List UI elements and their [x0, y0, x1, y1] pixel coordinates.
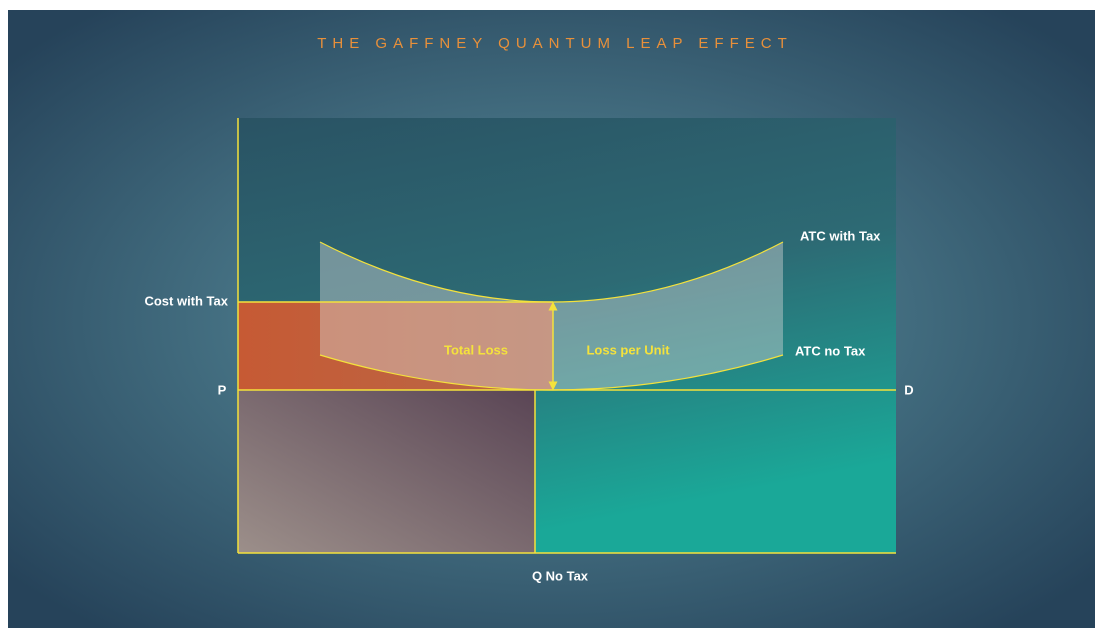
atc-with-tax-label: ATC with Tax: [800, 228, 881, 243]
title: THE GAFFNEY QUANTUM LEAP EFFECT: [317, 35, 792, 52]
price-label: P: [218, 382, 227, 397]
quantity-label: Q No Tax: [532, 568, 589, 583]
cost-with-tax-label: Cost with Tax: [144, 293, 228, 308]
atc-no-tax-label: ATC no Tax: [795, 343, 866, 358]
total-loss-label: Total Loss: [444, 342, 508, 357]
loss-per-unit-label: Loss per Unit: [586, 342, 670, 357]
revenue-region: [238, 390, 535, 553]
total-loss-region: [238, 302, 553, 390]
demand-label: D: [904, 382, 913, 397]
